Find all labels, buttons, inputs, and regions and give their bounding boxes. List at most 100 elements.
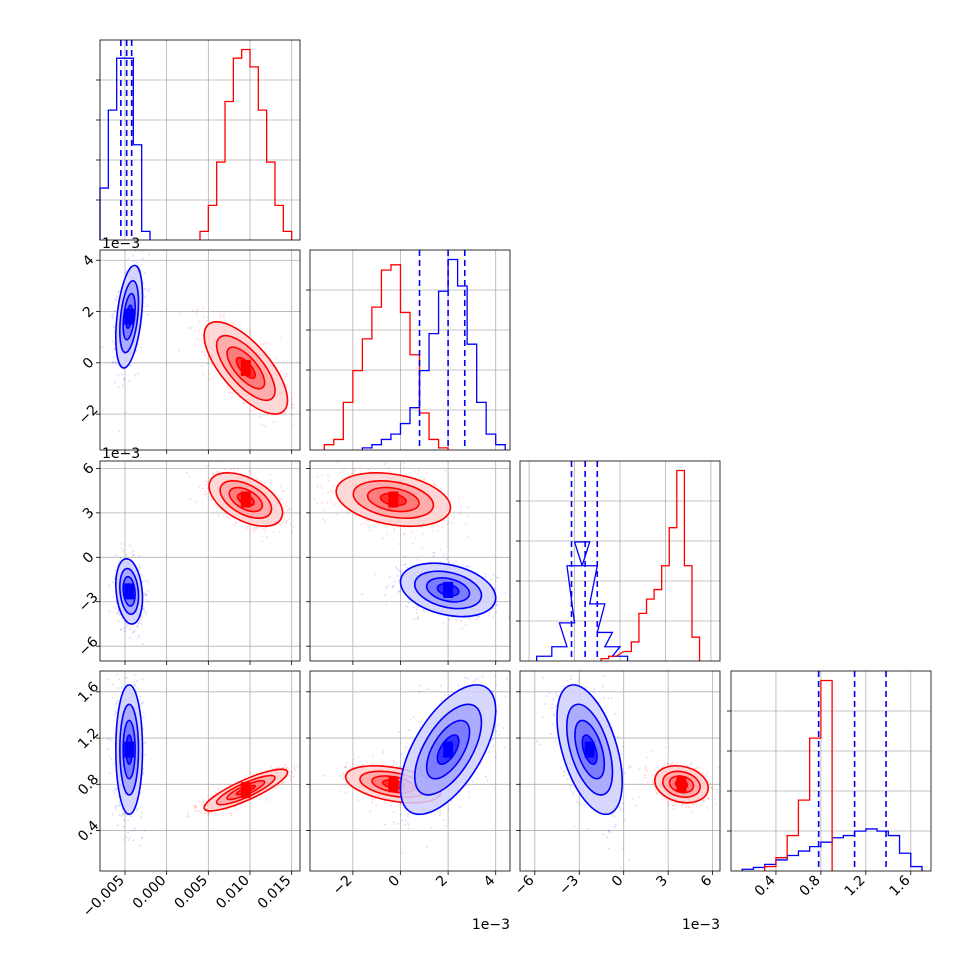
scatter-point xyxy=(402,564,405,567)
scatter-point xyxy=(468,617,471,620)
scatter-point xyxy=(142,608,145,611)
scatter-point xyxy=(194,330,197,333)
scatter-point xyxy=(141,250,144,253)
scatter-point xyxy=(250,409,253,412)
scatter-point xyxy=(504,592,507,595)
scatter-point xyxy=(142,771,145,774)
scatter-point xyxy=(416,617,419,620)
scatter-point xyxy=(143,288,146,291)
scatter-point xyxy=(124,271,127,274)
scatter-point xyxy=(495,576,498,579)
scatter-point xyxy=(279,497,282,500)
scatter-point xyxy=(251,529,254,532)
scatter-point xyxy=(195,310,198,313)
scatter-point xyxy=(236,468,239,471)
scatter-point xyxy=(417,605,420,608)
scatter-point xyxy=(133,683,136,686)
scatter-point xyxy=(384,594,387,597)
scatter-point xyxy=(497,577,500,580)
scatter-point xyxy=(320,501,323,504)
scatter-point xyxy=(206,496,209,499)
scatter-point xyxy=(132,550,135,553)
scatter-point xyxy=(452,516,455,519)
scatter-point xyxy=(123,377,126,380)
scatter-point xyxy=(239,324,242,327)
scatter-point xyxy=(279,370,282,373)
scatter-point xyxy=(287,518,290,521)
scatter-point xyxy=(255,527,258,530)
scatter-point xyxy=(118,613,121,616)
scatter-point xyxy=(346,512,349,515)
y-tick-label: 0 xyxy=(80,355,98,373)
scatter-point xyxy=(132,630,135,633)
scatter-point xyxy=(136,625,139,628)
scatter-point xyxy=(412,469,415,472)
scatter_p2_vs_p1-panel xyxy=(306,460,511,665)
scatter-point xyxy=(139,704,142,707)
scatter-point xyxy=(285,520,288,523)
scatter-point xyxy=(112,325,115,328)
scatter-point xyxy=(147,581,150,584)
hist_p1-panel xyxy=(306,249,511,451)
scatter-point xyxy=(495,611,498,614)
scatter-point xyxy=(322,518,325,521)
scatter-point xyxy=(366,520,369,523)
scatter-point xyxy=(129,628,132,631)
scatter-point xyxy=(402,533,405,536)
scatter-point xyxy=(285,384,288,387)
scatter-point xyxy=(114,568,117,571)
scatter-point xyxy=(416,616,419,619)
scatter-point xyxy=(233,469,236,472)
scatter-point xyxy=(227,385,230,388)
scatter-point xyxy=(392,584,395,587)
scatter-point xyxy=(216,471,219,474)
scatter-point xyxy=(402,466,405,469)
axes-frame xyxy=(99,39,301,241)
scatter-point xyxy=(227,387,230,390)
scatter-point xyxy=(290,392,293,395)
scatter-point xyxy=(417,473,420,476)
scatter-point xyxy=(203,354,206,357)
scatter-point xyxy=(424,478,427,481)
scatter-point xyxy=(447,521,450,524)
scatter-point xyxy=(365,519,368,522)
hist_p0-series-1-bars xyxy=(199,48,293,240)
scatter_p1_vs_p0-blob-0 xyxy=(101,250,151,433)
scatter-point xyxy=(219,316,222,319)
scatter-point xyxy=(117,290,120,293)
scatter-point xyxy=(492,607,495,610)
scatter-point xyxy=(134,373,137,376)
hist_p1-series-1-bars xyxy=(361,258,506,450)
scatter-point xyxy=(132,554,135,557)
scatter-point xyxy=(292,525,295,528)
scatter-point xyxy=(387,467,390,470)
scatter-point xyxy=(112,361,115,364)
scatter-point xyxy=(283,512,286,515)
scatter-point xyxy=(113,348,116,351)
scatter-point xyxy=(216,470,219,473)
scatter-point xyxy=(308,471,310,473)
scatter-point xyxy=(111,340,114,343)
scatter-point xyxy=(107,748,110,751)
scatter-point xyxy=(330,489,333,492)
scatter-point xyxy=(138,564,141,567)
scatter-point xyxy=(320,483,323,486)
scatter-point xyxy=(177,349,180,352)
hist_p0-series-0-bars xyxy=(99,57,151,240)
scatter-point xyxy=(391,585,394,588)
axes-frame xyxy=(309,460,511,662)
scatter-point xyxy=(194,470,197,473)
scatter-point xyxy=(119,556,122,559)
scatter-point xyxy=(404,604,407,607)
scatter-point xyxy=(140,837,143,840)
scatter-point xyxy=(269,482,272,485)
scatter-point xyxy=(135,349,138,352)
scatter-point xyxy=(264,425,267,428)
scatter-point xyxy=(139,566,142,569)
scatter-point xyxy=(207,464,210,467)
scatter-point xyxy=(202,342,205,345)
scatter-point xyxy=(140,269,143,272)
scatter-point xyxy=(291,406,294,409)
scatter-point xyxy=(327,479,330,482)
scatter-point xyxy=(393,528,396,531)
